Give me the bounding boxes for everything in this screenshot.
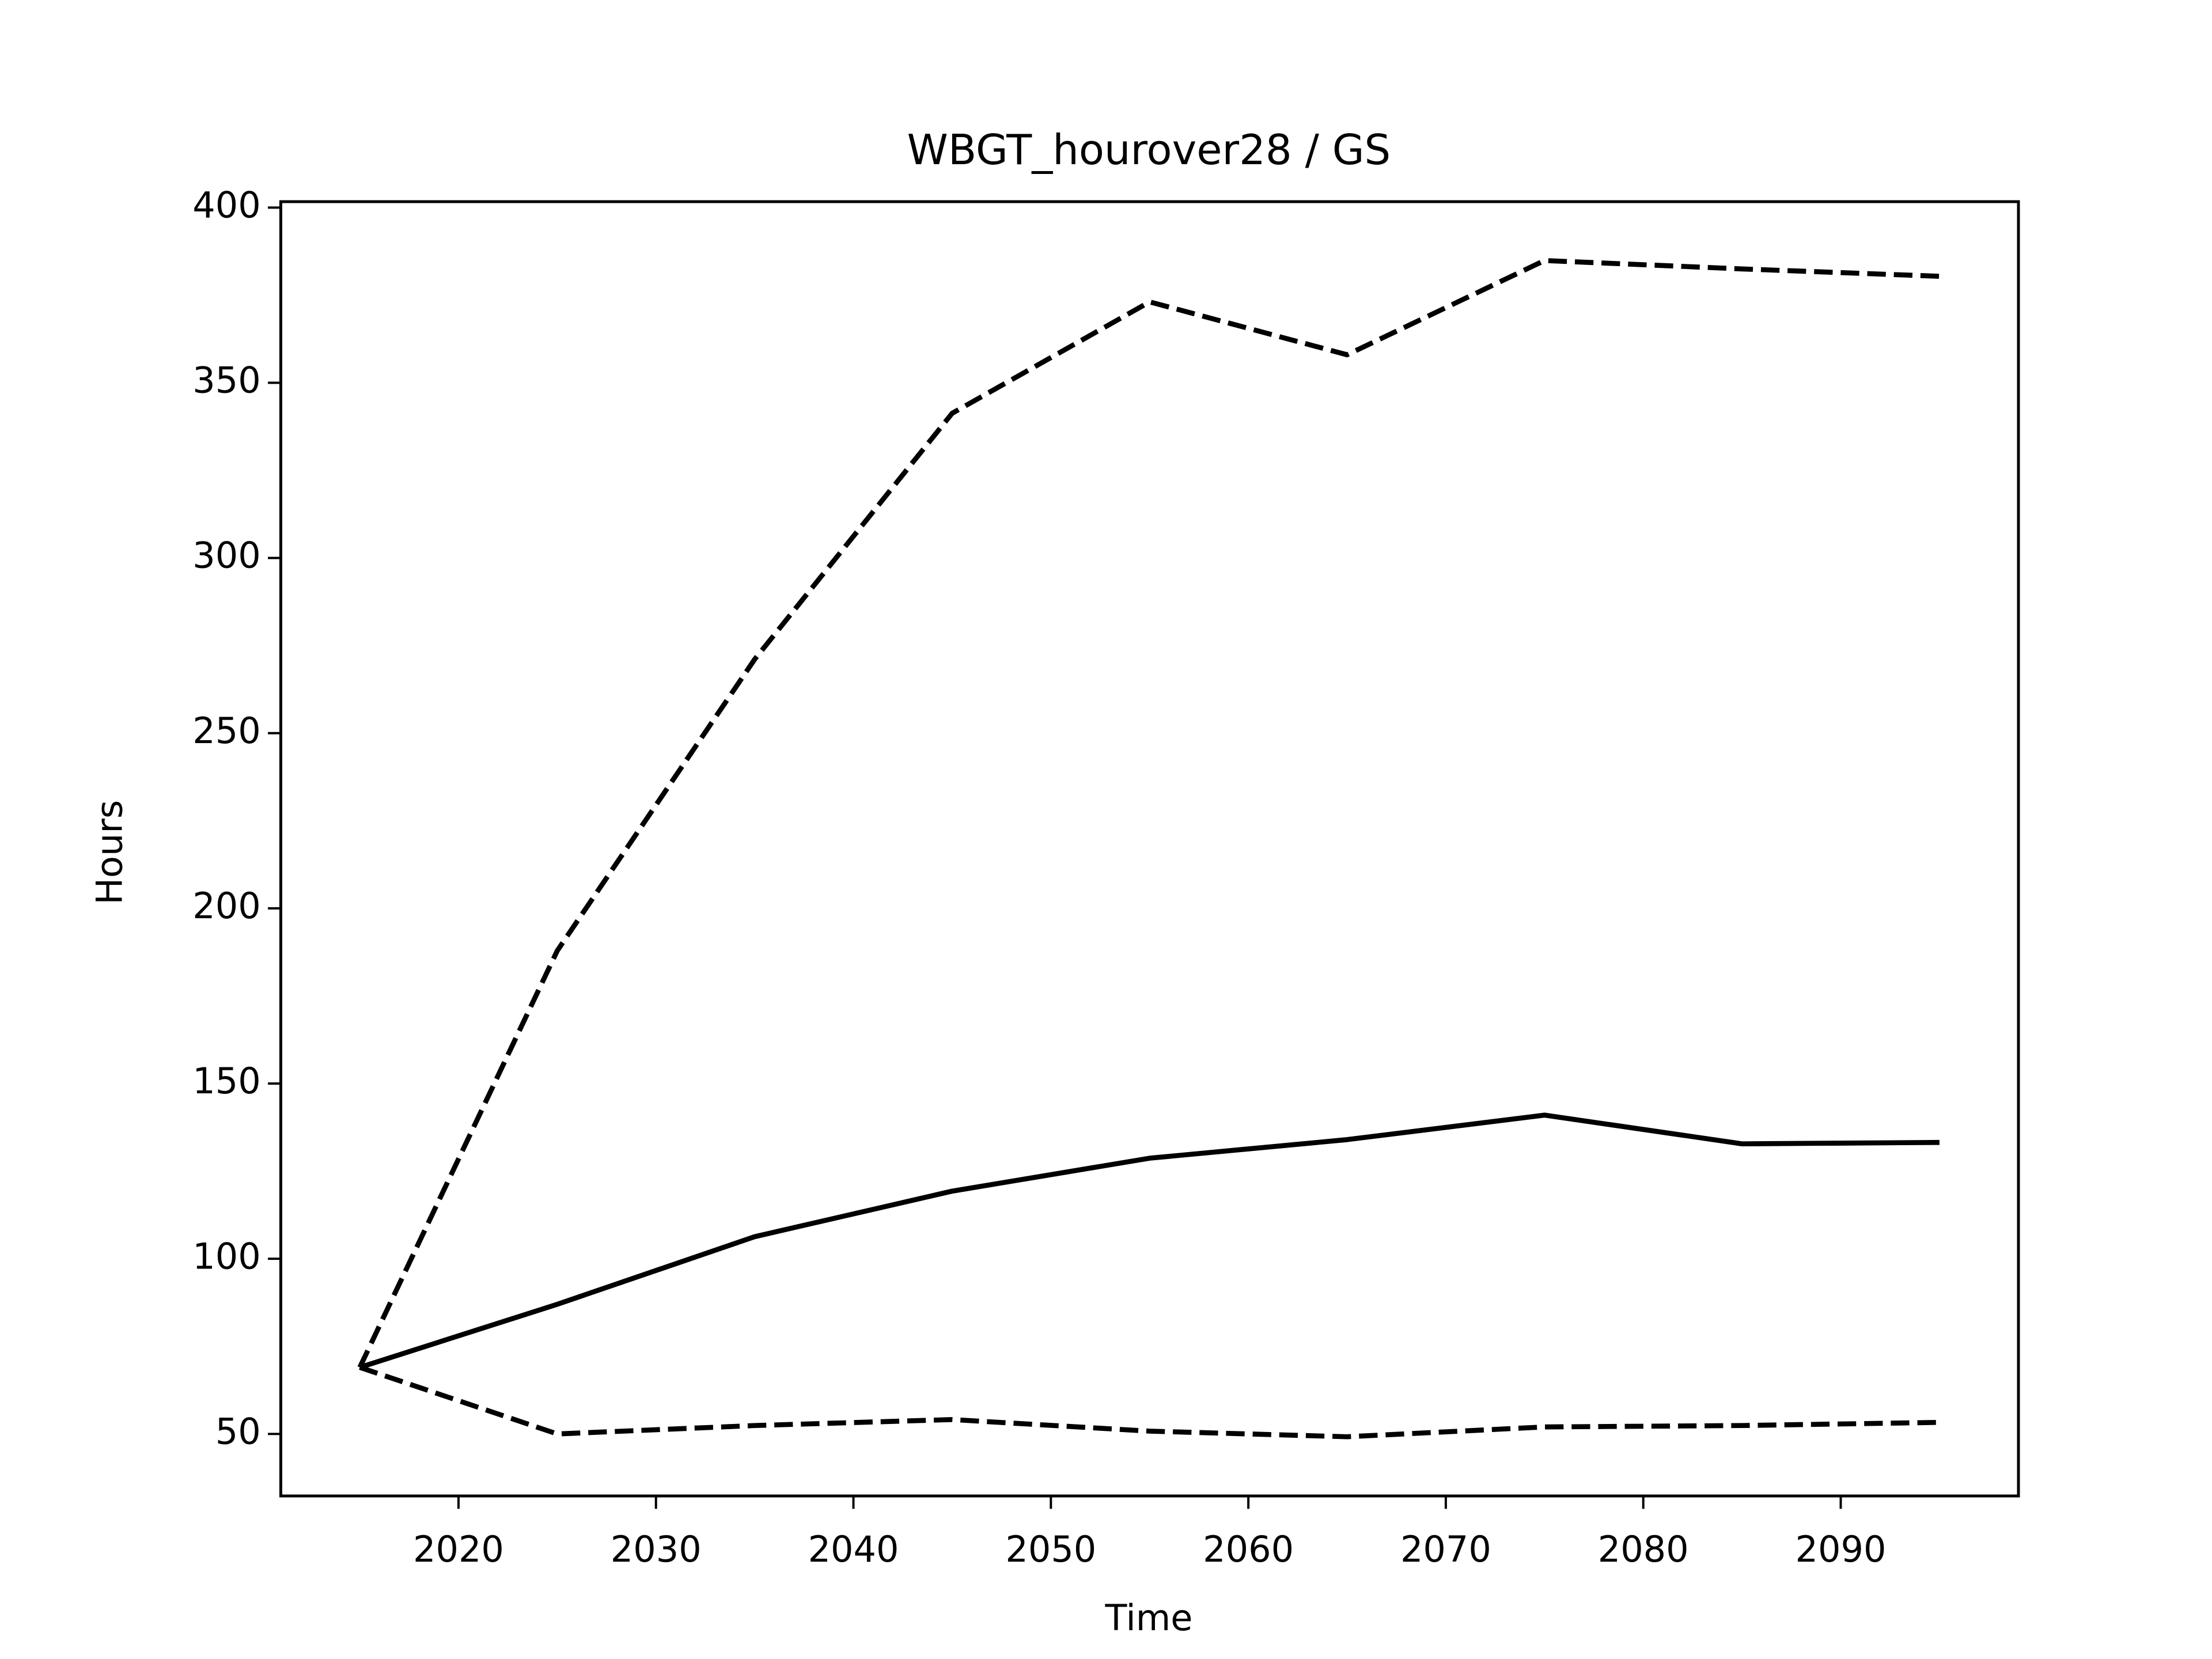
x-tick-label: 2030 (611, 1528, 702, 1570)
x-tick-label: 2080 (1598, 1528, 1689, 1570)
y-tick-label: 50 (215, 1410, 261, 1452)
x-tick-label: 2040 (808, 1528, 899, 1570)
x-tick-label: 2070 (1400, 1528, 1491, 1570)
series-line (359, 1365, 1940, 1440)
x-tick-label: 2050 (1005, 1528, 1096, 1570)
y-tick-label: 400 (192, 184, 260, 226)
y-tick-label: 350 (192, 359, 260, 402)
x-axis-label: Time (1105, 1597, 1193, 1639)
x-tick-label: 2060 (1203, 1528, 1294, 1570)
y-tick-label: 100 (192, 1235, 260, 1277)
x-tick-label: 2090 (1796, 1528, 1887, 1570)
x-tick-label: 2020 (413, 1528, 504, 1570)
y-tick-label: 300 (192, 535, 260, 577)
series-line (359, 1112, 1940, 1370)
plot-frame (279, 200, 2020, 1498)
y-tick-label: 250 (192, 710, 260, 752)
y-tick-label: 200 (192, 885, 260, 927)
y-axis-label: Hours (89, 800, 131, 905)
chart-title: WBGT_hourover28 / GS (907, 126, 1391, 174)
y-tick-label: 150 (192, 1060, 260, 1102)
